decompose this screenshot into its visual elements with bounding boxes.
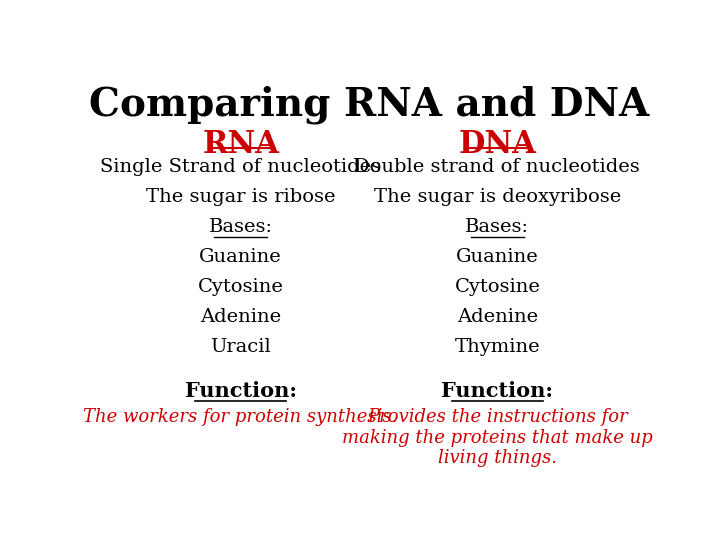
- Text: RNA: RNA: [202, 129, 279, 160]
- Text: Guanine: Guanine: [199, 248, 282, 266]
- Text: Function:: Function:: [441, 381, 554, 401]
- Text: Single Strand of nucleotides: Single Strand of nucleotides: [100, 158, 381, 177]
- Text: Cytosine: Cytosine: [454, 278, 540, 296]
- Text: Bases:: Bases:: [209, 218, 273, 236]
- Text: Adenine: Adenine: [200, 308, 282, 326]
- Text: Uracil: Uracil: [210, 338, 271, 356]
- Text: Bases:: Bases:: [465, 218, 529, 236]
- Text: DNA: DNA: [459, 129, 536, 160]
- Text: Cytosine: Cytosine: [198, 278, 284, 296]
- Text: Comparing RNA and DNA: Comparing RNA and DNA: [89, 85, 649, 124]
- Text: The sugar is deoxyribose: The sugar is deoxyribose: [374, 188, 621, 206]
- Text: The workers for protein synthesis.: The workers for protein synthesis.: [84, 408, 398, 426]
- Text: Provides the instructions for
making the proteins that make up
living things.: Provides the instructions for making the…: [342, 408, 653, 468]
- Text: Guanine: Guanine: [456, 248, 539, 266]
- Text: Adenine: Adenine: [456, 308, 538, 326]
- Text: Function:: Function:: [184, 381, 297, 401]
- Text: Double strand of nucleotides: Double strand of nucleotides: [354, 158, 640, 177]
- Text: The sugar is ribose: The sugar is ribose: [146, 188, 336, 206]
- Text: Thymine: Thymine: [454, 338, 540, 356]
